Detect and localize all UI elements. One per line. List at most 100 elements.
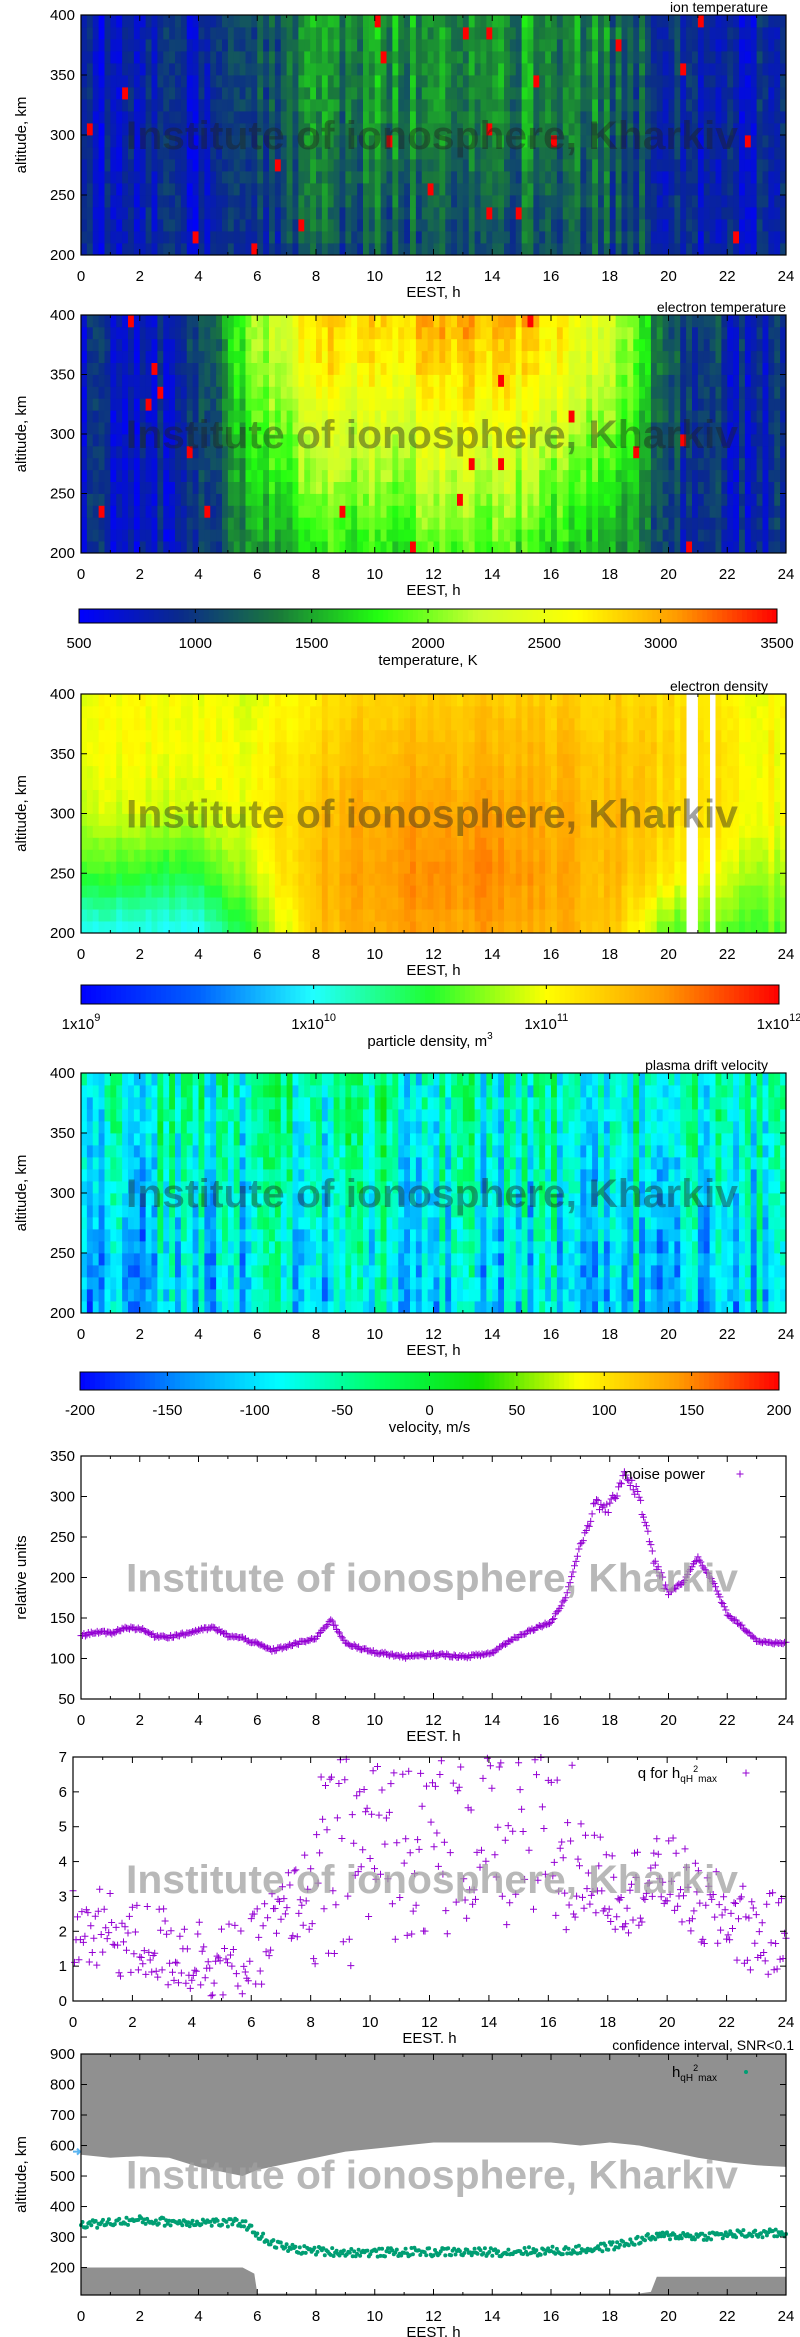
heatmap-cell (639, 386, 646, 399)
heatmap-cell (545, 315, 552, 328)
heatmap-cell (398, 147, 405, 160)
heatmap-cell (122, 99, 129, 112)
heatmap-cell (498, 147, 505, 160)
heatmap-cell (163, 219, 170, 232)
heatmap-cell (457, 159, 464, 172)
heatmap-cell (145, 422, 152, 435)
heatmap-cell (98, 63, 105, 76)
heatmap-cell (245, 505, 252, 518)
heatmap-cell (650, 350, 658, 363)
heatmap-cell (739, 207, 746, 220)
heatmap-cell (81, 243, 88, 256)
heatmap-cell (697, 517, 705, 530)
heatmap-cell (521, 207, 528, 220)
heatmap-cell (239, 529, 246, 542)
heatmap-cell (662, 434, 669, 447)
heatmap-cell (357, 75, 364, 88)
heatmap-cell (457, 505, 464, 518)
heatmap-cell (345, 457, 352, 471)
heatmap-cell (92, 87, 100, 100)
heatmap-cell (139, 457, 147, 471)
heatmap-cell (198, 410, 205, 423)
heatmap-cell (645, 493, 652, 506)
heatmap-cell (415, 123, 423, 136)
heatmap-cell (474, 231, 481, 244)
heatmap-cell (433, 529, 440, 542)
heatmap-cell (474, 207, 481, 220)
heatmap-cell (122, 63, 129, 76)
heatmap-cell (122, 410, 129, 423)
heatmap-cell (621, 410, 628, 423)
heatmap-cell (404, 457, 411, 471)
heatmap-cell (157, 231, 164, 244)
heatmap-cell (574, 481, 581, 494)
heatmap-cell (269, 135, 276, 148)
heatmap-cell (321, 410, 329, 423)
heatmap-cell (451, 27, 458, 40)
heatmap-cell (545, 207, 552, 220)
x-tick-label: 22 (719, 268, 736, 285)
heatmap-cell (151, 434, 158, 447)
heatmap-cell (568, 362, 575, 375)
heatmap-cell (433, 505, 440, 518)
heatmap-cell (551, 338, 558, 352)
heatmap-cell (744, 243, 752, 256)
heatmap-cell (433, 326, 440, 340)
heatmap-cell (421, 541, 429, 554)
heatmap-cell (316, 469, 323, 482)
heatmap-cell (392, 362, 399, 375)
heatmap-cell (92, 195, 100, 208)
heatmap-cell (327, 123, 335, 136)
heatmap-cell (404, 51, 411, 64)
heatmap-cell (592, 27, 599, 40)
heatmap-cell (533, 63, 540, 76)
heatmap-cell (592, 147, 599, 160)
heatmap-cell (756, 338, 763, 352)
heatmap-cell (81, 183, 88, 196)
heatmap-cell (216, 195, 223, 208)
heatmap-cell (310, 386, 317, 399)
heatmap-cell (480, 123, 487, 136)
heatmap-cell (81, 99, 88, 112)
heatmap-cell (345, 315, 352, 328)
heatmap-cell (345, 231, 352, 244)
heatmap-cell (627, 159, 634, 172)
x-tick-label: 4 (194, 566, 202, 583)
heatmap-cell (692, 422, 699, 435)
heatmap-cell (744, 219, 752, 232)
heatmap-cell (363, 87, 370, 100)
heatmap-cell (169, 39, 176, 52)
heatmap-cell (357, 111, 364, 124)
heatmap-cell (545, 469, 552, 482)
heatmap-cell (697, 75, 705, 88)
heatmap-cell (404, 87, 411, 100)
heatmap-cell (603, 529, 611, 542)
heatmap-cell (603, 422, 611, 435)
heatmap-cell (662, 517, 669, 530)
heatmap-cell (204, 517, 211, 530)
heatmap-cell (686, 434, 693, 447)
heatmap-cell (627, 51, 634, 64)
heatmap-cell (239, 505, 246, 518)
heatmap-cell (551, 183, 558, 196)
heatmap-cell (733, 51, 740, 64)
heatmap-cell (398, 243, 405, 256)
heatmap-cell (210, 445, 217, 459)
heatmap-cell (257, 493, 264, 506)
heatmap-cell (321, 541, 329, 554)
heatmap-cell (457, 75, 464, 88)
heatmap-cell (527, 434, 534, 447)
heatmap-cell (374, 410, 382, 423)
heatmap-cell (163, 63, 170, 76)
heatmap-cell (298, 529, 305, 542)
heatmap-cell (703, 517, 711, 530)
heatmap-cell (163, 422, 170, 435)
heatmap-cell (739, 147, 746, 160)
heatmap-cell (145, 123, 152, 136)
heatmap-cell (539, 159, 546, 172)
heatmap-cell (269, 445, 276, 459)
heatmap-cell (227, 159, 235, 172)
heatmap-cell (298, 183, 305, 196)
heatmap-cell (192, 15, 199, 28)
heatmap-cell (116, 481, 123, 494)
